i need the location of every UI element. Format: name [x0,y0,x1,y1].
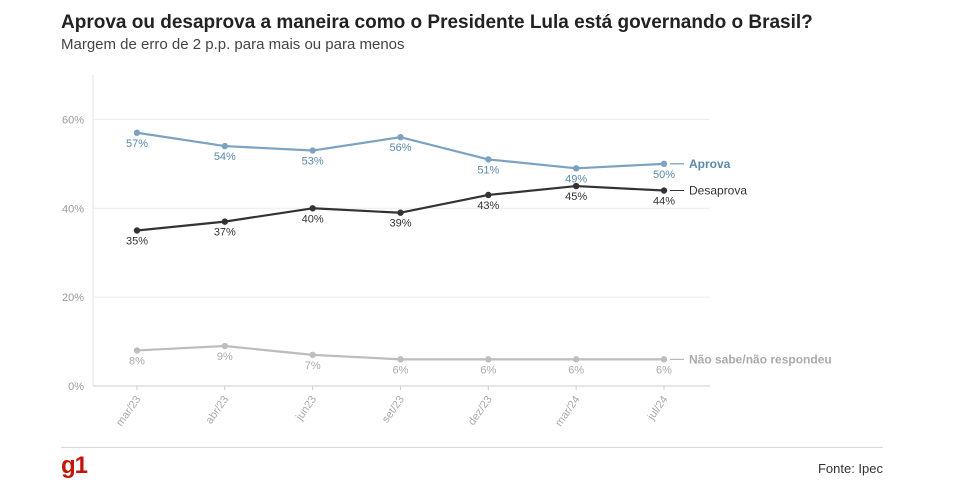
data-label: 6% [480,364,496,376]
data-point [309,147,316,154]
data-point [660,160,668,168]
grid-lines [92,75,710,387]
data-point [572,182,580,190]
y-tick-label: 0% [68,381,84,393]
x-tick-label: mar/23 [114,394,143,429]
x-tick-label: mar/24 [553,394,582,429]
data-point [660,187,668,194]
data-label: 45% [565,191,587,203]
data-point [221,342,229,350]
data-point [309,205,316,212]
data-label: 44% [653,196,675,208]
data-label: 35% [126,236,148,248]
g1-logo: g1 [61,452,88,479]
data-label: 49% [565,173,587,185]
data-point [397,356,404,363]
x-tick-label: dez/23 [466,394,495,428]
data-point [309,351,316,359]
data-label: 6% [393,364,409,376]
series-name-label: Não sabe/não respondeu [689,352,832,366]
data-point [572,165,580,172]
data-label: 39% [389,218,411,230]
series-lines [133,129,668,363]
data-label: 6% [656,364,672,376]
data-point [485,156,492,163]
data-label: 51% [477,164,499,176]
data-point [133,347,141,354]
data-label: 50% [653,169,675,181]
data-point [133,129,141,136]
data-labels: 57% 54% 53% 56% 51% 49% 50% Aprova 35% 37% 40% 39% 4… [126,138,832,377]
axes: 0% 20% 40% 60% mar/23 abr/23 jun23 set/23 dez/23… [62,114,670,428]
data-label: 57% [126,138,148,150]
data-label: 8% [129,355,145,367]
data-label: 40% [302,213,324,225]
y-tick-label: 40% [62,203,84,215]
x-tick-label: jun23 [293,394,319,424]
data-label: 9% [217,351,233,363]
series-name-label: Aprova [689,157,731,171]
data-label: 6% [568,364,584,376]
data-point [485,191,492,199]
data-point [572,356,580,363]
data-label: 43% [477,200,499,212]
x-tick-label: jul/24 [645,394,670,423]
x-tick-label: abr/23 [204,394,232,426]
data-point [397,134,404,141]
chart-subtitle: Margem de erro de 2 p.p. para mais ou pa… [61,36,405,53]
y-tick-label: 60% [62,114,84,126]
series-name-label: Desaprova [689,184,747,198]
line-chart: 0% 20% 40% 60% mar/23 abr/23 jun23 set/23 dez/23… [62,75,832,429]
data-label: 7% [305,360,321,372]
data-point [221,218,229,225]
data-point [485,356,492,363]
x-tick-label: set/23 [380,394,407,425]
footer-divider [61,447,883,448]
data-point [397,209,404,216]
data-label: 37% [214,227,236,239]
y-tick-label: 20% [62,292,84,304]
data-label: 53% [302,156,324,168]
chart-title: Aprova ou desaprova a maneira como o Pre… [61,12,813,33]
data-point [660,356,668,363]
data-label: 54% [214,151,236,163]
source-text: Fonte: Ipec [817,461,883,476]
data-point [221,142,229,150]
data-label: 56% [389,142,411,154]
data-point [133,227,141,234]
